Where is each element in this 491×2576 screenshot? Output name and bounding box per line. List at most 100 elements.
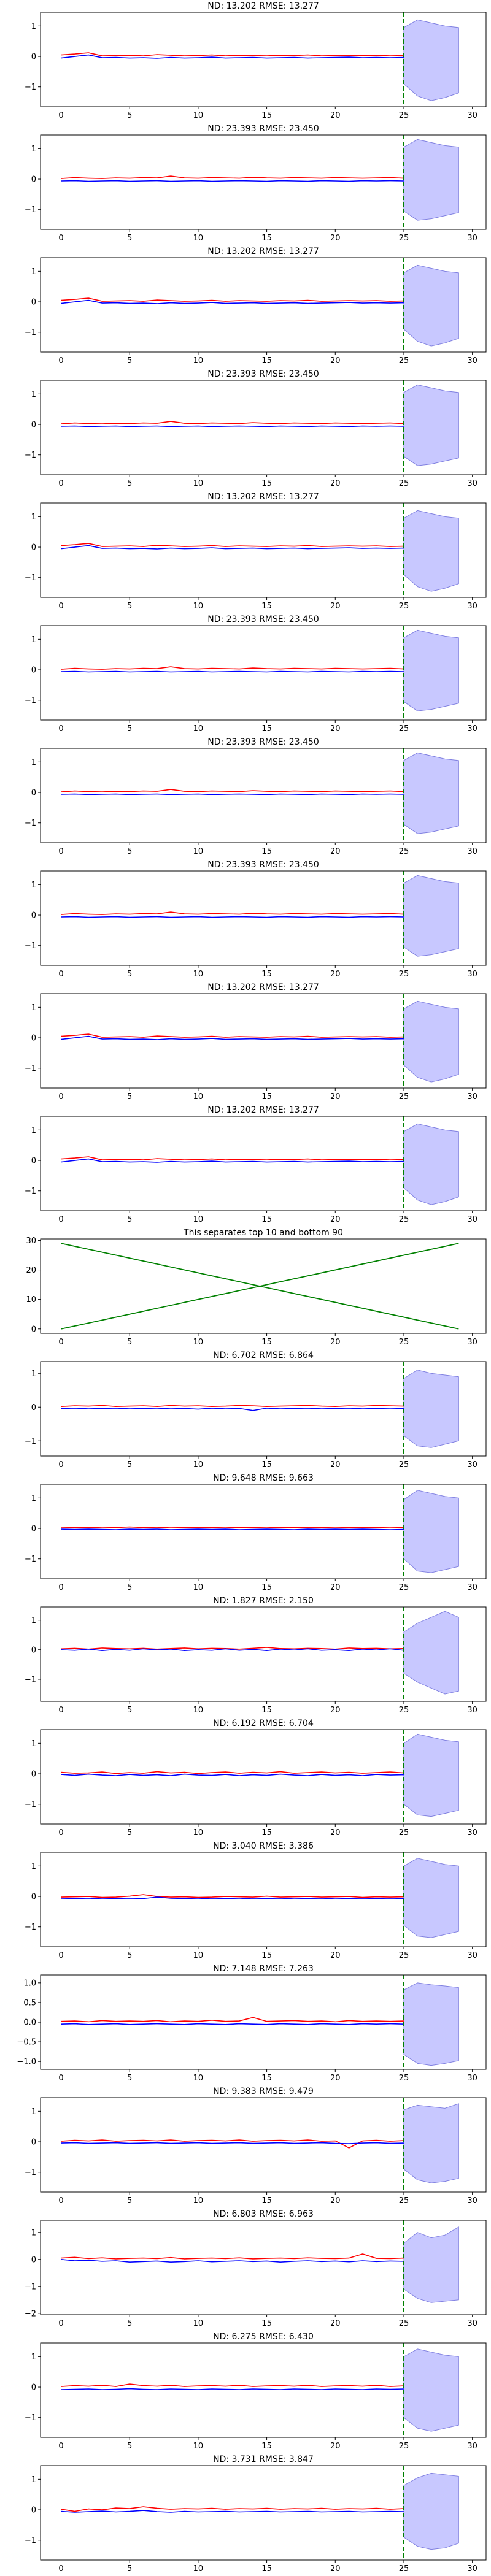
- y-tick-label: −1: [25, 573, 36, 583]
- y-tick-label: 30: [26, 1236, 36, 1246]
- x-tick-label: 0: [58, 847, 63, 856]
- x-tick-label: 25: [399, 1583, 409, 1592]
- x-tick-label: 30: [467, 1338, 477, 1347]
- series-prediction-line: [61, 1648, 404, 1652]
- x-tick-label: 5: [127, 2319, 132, 2328]
- y-tick-label: −1: [25, 819, 36, 828]
- x-tick-label: 20: [330, 2196, 341, 2206]
- y-tick-label: 0: [31, 1403, 36, 1413]
- x-tick-label: 10: [193, 2074, 204, 2083]
- x-tick-label: 10: [193, 1828, 204, 1838]
- axes-frame: [40, 1361, 487, 1457]
- series-observed-line: [61, 2017, 404, 2023]
- x-tick-label: 5: [127, 2196, 132, 2206]
- y-tick-label: 1: [31, 1739, 36, 1749]
- series-observed-line: [61, 2506, 404, 2512]
- x-tick-label: 30: [467, 479, 477, 488]
- x-tick-label: 0: [58, 1215, 63, 1224]
- x-tick-label: 25: [399, 724, 409, 734]
- series-prediction-line: [61, 1773, 404, 1776]
- x-tick-label: 15: [261, 234, 272, 243]
- y-tick-label: 0: [31, 53, 36, 62]
- axes-frame: [40, 2220, 487, 2315]
- x-tick-label: 30: [467, 847, 477, 856]
- y-tick-label: 1: [31, 2353, 36, 2362]
- uncertainty-band: [403, 384, 459, 466]
- x-tick-label: 5: [127, 234, 132, 243]
- x-tick-label: 10: [193, 1706, 204, 1715]
- x-tick-label: 5: [127, 111, 132, 120]
- series-prediction-line: [61, 545, 404, 550]
- x-tick-label: 5: [127, 847, 132, 856]
- x-tick-label: 10: [193, 847, 204, 856]
- series-observed-line: [61, 1647, 404, 1650]
- x-tick-label: 0: [58, 111, 63, 120]
- x-tick-label: 15: [261, 356, 272, 366]
- subplot-title: ND: 23.393 RMSE: 23.450: [207, 860, 319, 870]
- axes-frame: [40, 1484, 487, 1579]
- x-tick-label: 10: [193, 1092, 204, 1102]
- series-prediction-line: [61, 2142, 404, 2144]
- series-observed-line: [61, 1156, 404, 1160]
- y-tick-label: −1: [25, 205, 36, 215]
- axes-frame: [40, 134, 487, 230]
- subplot-title: ND: 6.192 RMSE: 6.704: [213, 1719, 314, 1728]
- x-tick-label: 20: [330, 2442, 341, 2451]
- axes-frame: [40, 502, 487, 598]
- x-tick-label: 10: [193, 1215, 204, 1224]
- uncertainty-band: [403, 1611, 459, 1695]
- y-tick-label: 0: [31, 2138, 36, 2147]
- subplot-title: ND: 13.202 RMSE: 13.277: [207, 983, 319, 992]
- series-prediction-line: [61, 2510, 404, 2513]
- subplot-title: ND: 9.383 RMSE: 9.479: [213, 2087, 314, 2096]
- x-tick-label: 20: [330, 724, 341, 734]
- x-tick-label: 20: [330, 2319, 341, 2328]
- x-tick-label: 10: [193, 2564, 204, 2574]
- x-tick-label: 25: [399, 2074, 409, 2083]
- y-tick-label: 0: [31, 789, 36, 798]
- x-tick-label: 25: [399, 1951, 409, 1960]
- x-tick-label: 25: [399, 356, 409, 366]
- subplot-title: ND: 23.393 RMSE: 23.450: [207, 369, 319, 379]
- x-tick-label: 10: [193, 724, 204, 734]
- x-tick-label: 30: [467, 1828, 477, 1838]
- x-tick-label: 15: [261, 1092, 272, 1102]
- x-tick-label: 30: [467, 1460, 477, 1470]
- x-tick-label: 25: [399, 2442, 409, 2451]
- series-observed-line: [61, 175, 404, 179]
- x-tick-label: 0: [58, 2564, 63, 2574]
- x-tick-label: 5: [127, 1706, 132, 1715]
- y-tick-label: 1: [31, 1616, 36, 1625]
- y-tick-label: 1: [31, 1370, 36, 1379]
- x-tick-label: 30: [467, 356, 477, 366]
- x-tick-label: 25: [399, 1706, 409, 1715]
- series-prediction-line: [61, 1035, 404, 1040]
- x-tick-label: 10: [193, 2442, 204, 2451]
- x-tick-label: 15: [261, 111, 272, 120]
- x-tick-label: 25: [399, 2196, 409, 2206]
- x-tick-label: 0: [58, 1338, 63, 1347]
- y-tick-label: 1: [31, 267, 36, 277]
- subplot-title: ND: 23.393 RMSE: 23.450: [207, 737, 319, 747]
- series-prediction-line: [61, 299, 404, 304]
- axes-frame: [40, 870, 487, 966]
- x-tick-label: 0: [58, 970, 63, 979]
- axes-frame: [40, 625, 487, 721]
- y-tick-label: 0: [31, 298, 36, 307]
- x-tick-label: 25: [399, 1092, 409, 1102]
- axes-frame: [40, 2342, 487, 2438]
- y-tick-label: 0.0: [23, 2018, 36, 2028]
- y-tick-label: 10: [26, 1295, 36, 1305]
- x-tick-label: 0: [58, 234, 63, 243]
- x-tick-label: 5: [127, 1951, 132, 1960]
- uncertainty-band: [403, 2472, 459, 2550]
- x-tick-label: 20: [330, 1828, 341, 1838]
- x-tick-label: 0: [58, 2074, 63, 2083]
- x-tick-label: 15: [261, 1828, 272, 1838]
